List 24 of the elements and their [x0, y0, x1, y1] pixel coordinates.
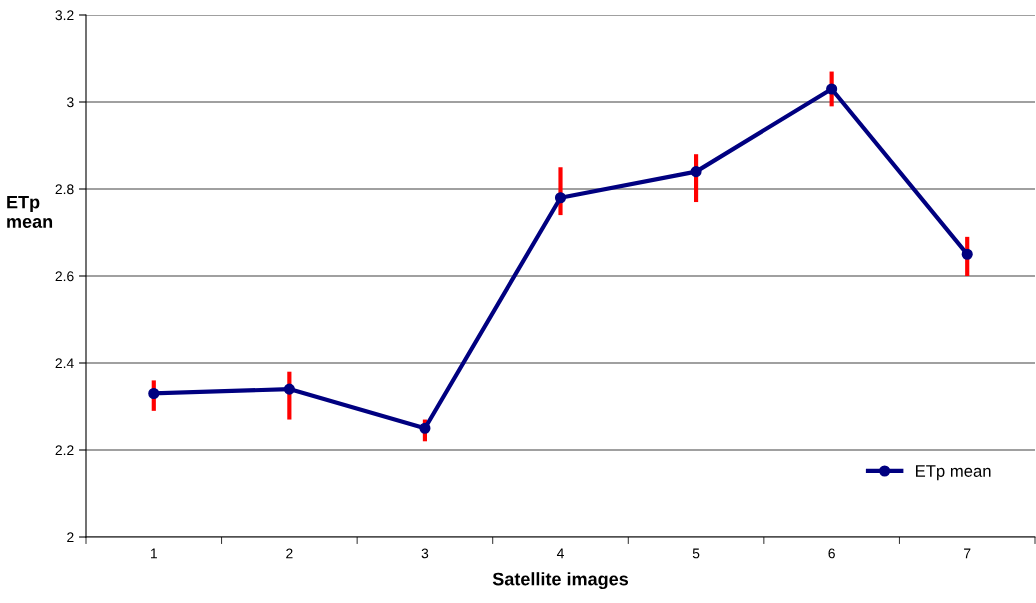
y-tick-label: 3 [67, 97, 74, 108]
y-tick-label: 2.6 [55, 271, 74, 282]
y-tick-label: 3.2 [55, 10, 74, 21]
x-tick-label: 5 [692, 548, 700, 559]
x-tick-label: 4 [556, 548, 564, 559]
point [690, 166, 702, 178]
x-axis-title: Satellite images [492, 572, 629, 590]
x-tick-label: 3 [421, 548, 429, 559]
point [283, 383, 295, 395]
x-tick-label: 7 [964, 548, 971, 559]
point [419, 422, 431, 434]
y-tick-label: 2.4 [55, 358, 74, 369]
y-tick-label: 2 [67, 532, 74, 543]
point [826, 83, 838, 95]
x-tick-label: 6 [828, 548, 835, 559]
y-tick-label: 2.2 [55, 445, 74, 456]
point [554, 192, 567, 204]
x-tick-label: 1 [150, 548, 157, 559]
y-axis-title: ETp mean [7, 195, 53, 228]
point [148, 387, 160, 400]
x-tick-label: 2 [286, 548, 293, 559]
point [961, 248, 973, 260]
y-tick-label: 2.8 [55, 184, 74, 195]
legend-label: ETp mean [916, 465, 991, 481]
